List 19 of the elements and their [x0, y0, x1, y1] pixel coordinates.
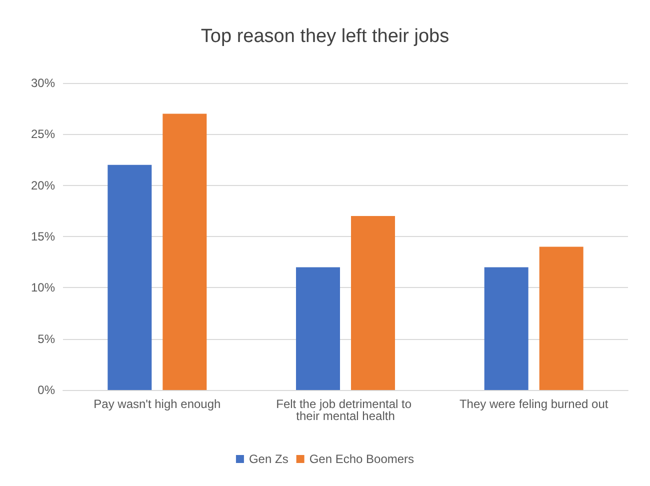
legend-label: Gen Echo Boomers: [309, 452, 414, 466]
bar: [484, 267, 528, 390]
y-tick-label: 20%: [30, 178, 56, 192]
y-tick-label: 0%: [38, 383, 56, 397]
chart-title: Top reason they left their jobs: [200, 26, 450, 47]
y-tick-label: 25%: [30, 127, 56, 142]
y-tick-label: 30%: [30, 76, 56, 90]
bar: [162, 114, 207, 390]
y-tick-label: 5%: [38, 332, 56, 346]
legend-label: Gen Zs: [248, 452, 288, 466]
x-tick-label: They were feling burned out: [459, 397, 609, 411]
bar: [296, 267, 340, 390]
y-tick-label: 10%: [30, 280, 56, 295]
bar: [539, 246, 584, 390]
bar: [351, 216, 395, 390]
y-tick-label: 15%: [30, 230, 56, 244]
x-tick-label: Pay wasn't high enough: [94, 397, 221, 411]
x-tick-label: Felt the job detrimental to their mental health: [276, 397, 415, 423]
bar: [108, 164, 152, 390]
